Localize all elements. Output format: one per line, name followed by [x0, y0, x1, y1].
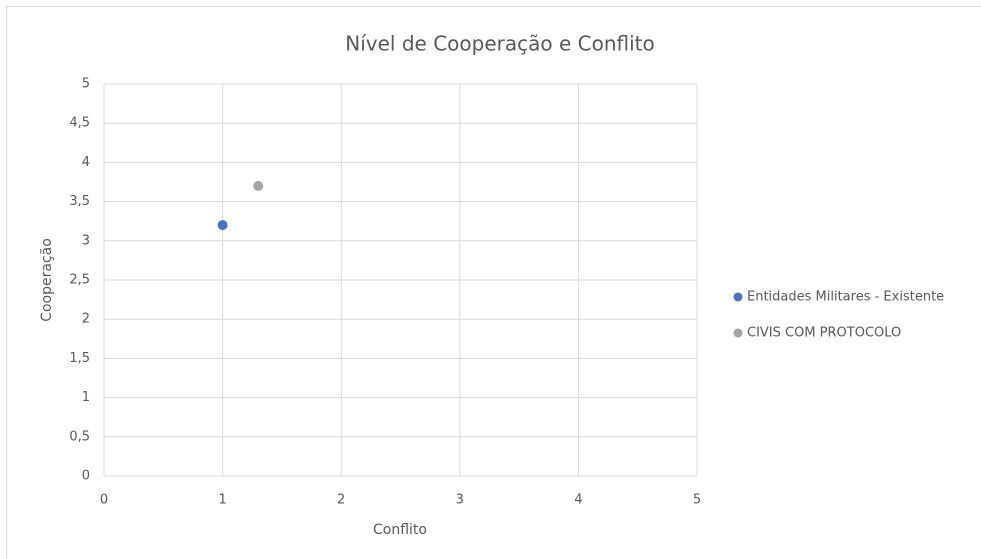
y-axis-title: Cooperação [39, 238, 55, 322]
y-tick-label: 3,5 [69, 194, 90, 209]
point [253, 180, 264, 191]
x-tick-label: 1 [218, 493, 226, 508]
legend-label: Entidades Militares - Existente [747, 290, 944, 305]
legend-label: CIVIS COM PROTOCOLO [747, 326, 901, 341]
x-tick-label: 0 [100, 493, 108, 508]
y-tick-label: 4,5 [69, 116, 90, 131]
y-tick-label: 3 [82, 233, 90, 248]
x-tick-label: 2 [337, 493, 345, 508]
y-tick-label: 4 [82, 155, 90, 170]
y-tick-label: 1 [82, 390, 90, 405]
chart-title: Nível de Cooperação e Conflito [345, 32, 654, 56]
y-tick-label: 5 [82, 77, 90, 92]
x-tick-label: 4 [574, 493, 582, 508]
legend-marker [733, 292, 743, 302]
y-tick-label: 1,5 [69, 351, 90, 366]
x-tick-label: 3 [456, 493, 464, 508]
y-tick-label: 0,5 [69, 429, 90, 444]
y-tick-label: 2 [82, 312, 90, 327]
x-tick-label: 5 [693, 493, 701, 508]
y-tick-label: 2,5 [69, 273, 90, 288]
y-tick-label: 0 [82, 469, 90, 484]
x-axis-title: Conflito [373, 522, 427, 538]
legend-marker [733, 328, 743, 338]
point [217, 220, 228, 231]
chart-frame [6, 6, 981, 559]
